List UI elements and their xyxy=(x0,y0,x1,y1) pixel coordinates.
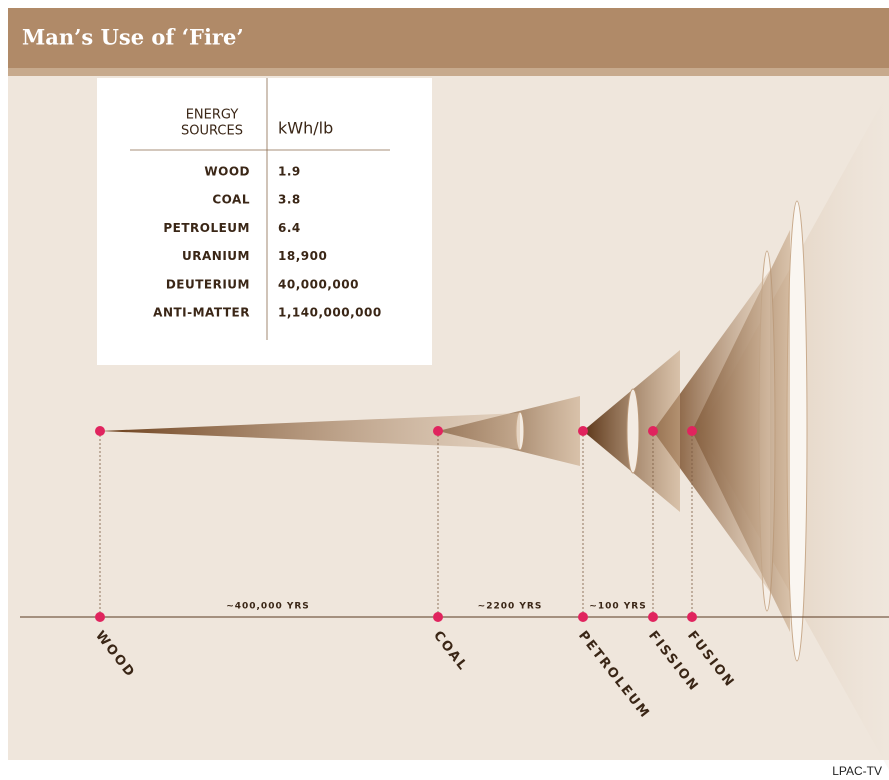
source-value: 18,900 xyxy=(278,249,327,263)
point xyxy=(648,426,658,436)
title-strip xyxy=(8,68,889,76)
point xyxy=(433,612,443,622)
source-name: PETROLEUM xyxy=(163,221,250,235)
interval-label: ~2200 YRS xyxy=(478,602,543,612)
cone xyxy=(653,270,770,592)
source-name: WOOD xyxy=(204,165,250,179)
point xyxy=(578,426,588,436)
table-panel xyxy=(97,78,432,365)
source-value: 40,000,000 xyxy=(278,277,359,291)
source-name: DEUTERIUM xyxy=(166,277,250,291)
point xyxy=(433,426,443,436)
source-value: 6.4 xyxy=(278,221,301,235)
point xyxy=(648,612,658,622)
source-value: 1.9 xyxy=(278,165,301,179)
point xyxy=(95,426,105,436)
table-rows: WOOD 1.9 COAL 3.8 PETROLEUM 6.4 URANIUM 18,900 D… xyxy=(153,165,382,320)
point xyxy=(95,612,105,622)
source-value: 1,140,000,000 xyxy=(278,306,382,320)
source-name: ANTI-MATTER xyxy=(153,306,250,320)
column-header: ENERGY xyxy=(186,108,239,123)
source-value: 3.8 xyxy=(278,193,301,207)
source-name: URANIUM xyxy=(182,249,250,263)
energy-funnel xyxy=(100,90,889,770)
source-name: COAL xyxy=(212,193,250,207)
column-header: kWh/lb xyxy=(278,119,333,138)
title: Man’s Use of ‘Fire’ xyxy=(22,25,244,50)
interval-label: ~400,000 YRS xyxy=(226,602,310,612)
cone xyxy=(100,413,520,449)
column-header: SOURCES xyxy=(181,124,243,139)
point xyxy=(578,612,588,622)
credit: LPAC-TV xyxy=(832,764,882,778)
title-bar xyxy=(8,8,889,68)
interval-label: ~100 YRS xyxy=(589,602,646,612)
point xyxy=(687,426,697,436)
point xyxy=(687,612,697,622)
ring xyxy=(626,388,640,474)
